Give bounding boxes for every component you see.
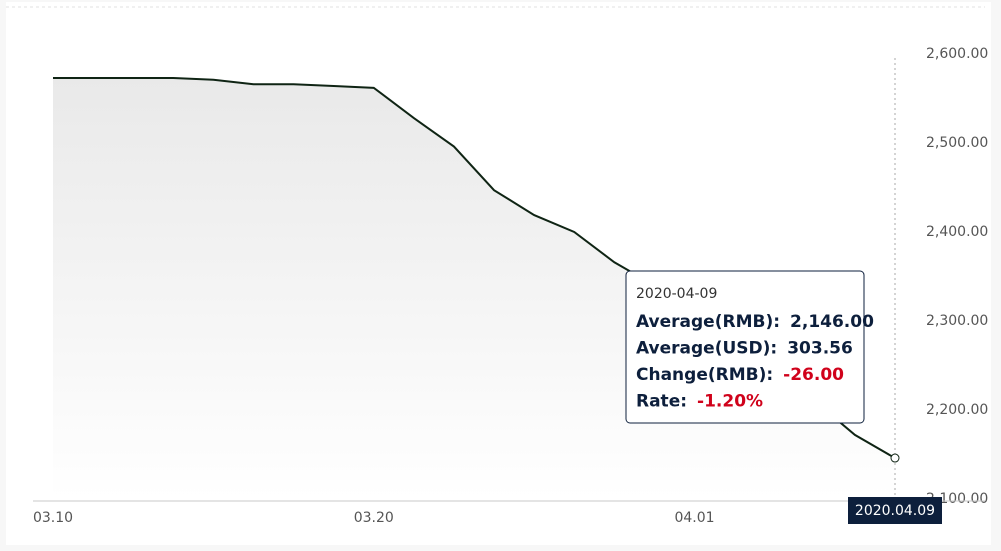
tooltip-value: 2,146.00 [790, 312, 874, 332]
tooltip-label: Average(USD): [636, 339, 777, 359]
crosshair-label: 2020.04.09 [855, 503, 935, 519]
hover-point [890, 453, 900, 463]
tooltip [625, 270, 865, 424]
tooltip-value: -1.20% [697, 392, 763, 412]
tooltip-row: Change(RMB): -26.00 [636, 365, 844, 385]
tooltip-label: Change(RMB): [636, 365, 773, 385]
tooltip-date: 2020-04-09 [636, 286, 717, 302]
tooltip-label: Rate: [636, 392, 687, 412]
tooltip-label: Average(RMB): [636, 312, 780, 332]
y-tick-label: 2,600.00 [926, 46, 988, 62]
tooltip-value: 303.56 [787, 339, 853, 359]
tooltip-value: -26.00 [783, 365, 844, 385]
y-tick-label: 2,500.00 [926, 135, 988, 151]
y-tick-label: 2,200.00 [926, 402, 988, 418]
tooltip-row: Rate: -1.20% [636, 392, 763, 412]
x-tick-label: 03.20 [354, 510, 394, 526]
y-tick-label: 2,300.00 [926, 313, 988, 329]
tooltip-row: Average(USD): 303.56 [636, 339, 853, 359]
crosshair-label-bg [848, 497, 942, 524]
y-tick-label: 2,400.00 [926, 224, 988, 240]
tooltip-row: Average(RMB): 2,146.00 [636, 312, 874, 332]
x-tick-label: 04.01 [674, 510, 714, 526]
x-tick-label: 03.10 [33, 510, 73, 526]
